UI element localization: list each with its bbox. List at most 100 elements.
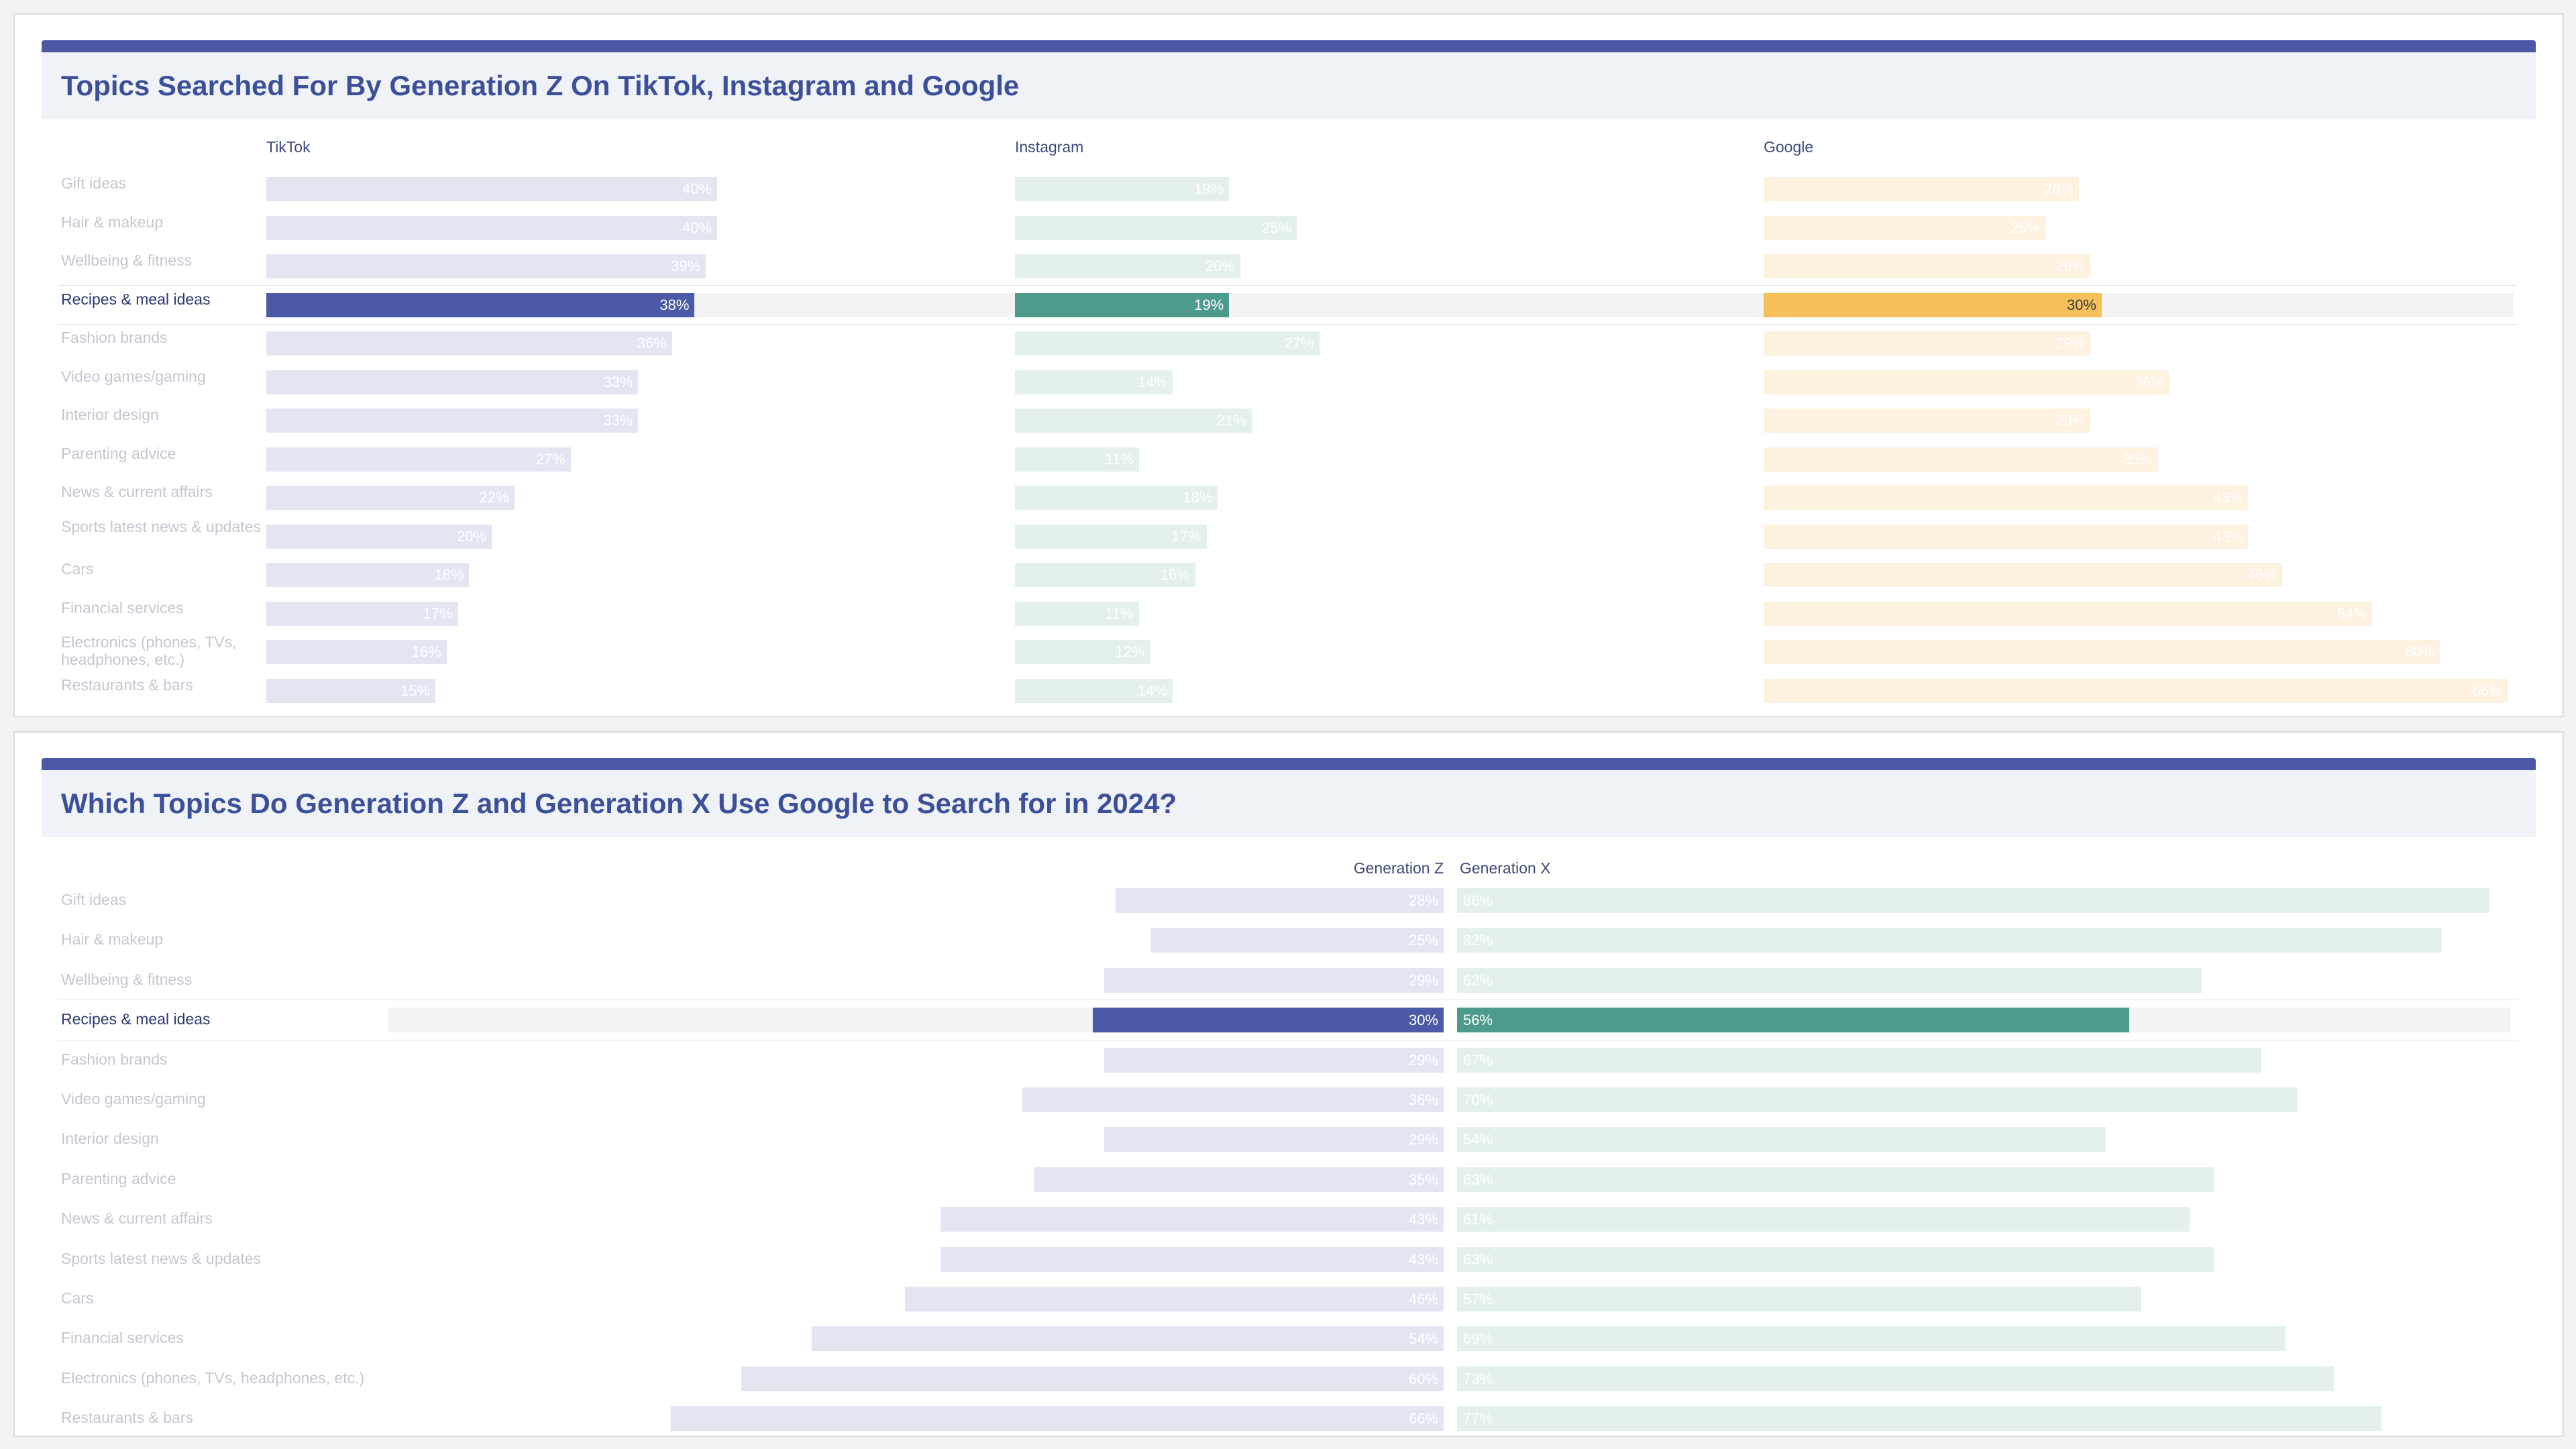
value-label: 61% bbox=[1463, 1211, 1493, 1228]
bar-instagram bbox=[1015, 601, 1139, 626]
value-label: 56% bbox=[1463, 1012, 1493, 1029]
category-label: Cars bbox=[61, 1289, 94, 1307]
value-label: 43% bbox=[1408, 1250, 1438, 1268]
bar-google bbox=[1764, 486, 2249, 510]
bar-generation-z bbox=[741, 1366, 1444, 1391]
category-label: Electronics (phones, TVs, headphones, et… bbox=[61, 633, 237, 668]
bar-generation-z bbox=[940, 1207, 1444, 1232]
value-label: 70% bbox=[1463, 1091, 1493, 1108]
chart-card-platforms: Topics Searched For By Generation Z On T… bbox=[13, 13, 2564, 717]
category-label: Sports latest news & updates bbox=[61, 517, 261, 535]
value-label: 35% bbox=[2123, 450, 2153, 468]
value-label: 36% bbox=[2134, 373, 2164, 390]
category-label: Wellbeing & fitness bbox=[61, 252, 193, 269]
category-label: Fashion brands bbox=[61, 329, 168, 346]
bar-generation-x bbox=[1457, 1127, 2106, 1152]
category-label: Parenting advice bbox=[61, 1169, 176, 1187]
value-label: 11% bbox=[1105, 450, 1134, 468]
value-label: 63% bbox=[1463, 1171, 1493, 1188]
category-label: Restaurants & bars bbox=[61, 1409, 193, 1427]
bar-generation-z bbox=[1034, 1167, 1444, 1192]
bar-generation-z bbox=[1022, 1087, 1444, 1112]
bar-instagram bbox=[1015, 524, 1207, 549]
bar-generation-x bbox=[1457, 1246, 2214, 1272]
category-label: Interior design bbox=[61, 406, 159, 423]
value-label: 16% bbox=[1160, 566, 1190, 583]
category-label: Recipes & meal ideas bbox=[61, 1010, 211, 1028]
category-label: Electronics (phones, TVs, headphones, et… bbox=[61, 1368, 365, 1387]
value-label: 25% bbox=[1408, 932, 1438, 949]
bar-instagram bbox=[1015, 409, 1252, 433]
value-label: 66% bbox=[2472, 682, 2502, 699]
bar-generation-z bbox=[1104, 967, 1444, 993]
column-header-tiktok: TikTok bbox=[266, 138, 311, 156]
category-label: Wellbeing & fitness bbox=[61, 970, 193, 988]
category-label: Hair & makeup bbox=[61, 930, 164, 949]
chart-title: Topics Searched For By Generation Z On T… bbox=[61, 70, 1020, 101]
bar-google bbox=[1764, 370, 2169, 394]
value-label: 39% bbox=[671, 258, 701, 274]
value-label: 29% bbox=[1408, 971, 1438, 989]
bar-tiktok bbox=[266, 409, 639, 433]
bar-generation-z bbox=[905, 1287, 1444, 1311]
category-label: News & current affairs bbox=[61, 483, 213, 500]
column-header-generation-z: Generation Z bbox=[1353, 859, 1444, 877]
bar-generation-x bbox=[1457, 928, 2442, 953]
bar-instagram bbox=[1015, 254, 1240, 278]
bar-generation-z bbox=[1092, 1008, 1444, 1033]
bar-instagram bbox=[1015, 331, 1320, 356]
category-label: Financial services bbox=[61, 1329, 184, 1347]
bar-google bbox=[1764, 601, 2373, 626]
category-label: Interior design bbox=[61, 1130, 159, 1148]
category-label: Parenting advice bbox=[61, 444, 176, 462]
bar-instagram bbox=[1015, 177, 1230, 201]
value-label: 73% bbox=[1463, 1370, 1493, 1387]
bar-generation-z bbox=[1116, 888, 1444, 913]
value-label: 16% bbox=[411, 643, 441, 660]
value-label: 54% bbox=[1463, 1131, 1493, 1148]
bar-tiktok bbox=[266, 331, 672, 356]
bar-instagram bbox=[1015, 678, 1173, 703]
bar-generation-x bbox=[1457, 1087, 2298, 1112]
value-label: 18% bbox=[1183, 489, 1213, 506]
chart-card-generations: Which Topics Do Generation Z and Generat… bbox=[13, 731, 2564, 1437]
bar-instagram bbox=[1015, 563, 1195, 587]
bar-google bbox=[1764, 331, 2091, 356]
value-label: 54% bbox=[2337, 604, 2367, 622]
bar-instagram bbox=[1015, 370, 1173, 394]
value-label: 43% bbox=[2213, 527, 2243, 545]
value-label: 18% bbox=[434, 566, 464, 583]
value-label: 36% bbox=[1408, 1091, 1438, 1108]
value-label: 25% bbox=[2010, 219, 2040, 236]
bar-instagram bbox=[1015, 447, 1139, 472]
category-label: Cars bbox=[61, 560, 94, 578]
value-label: 15% bbox=[400, 682, 430, 699]
value-label: 43% bbox=[1408, 1211, 1438, 1228]
bar-generation-z bbox=[940, 1246, 1444, 1272]
value-label: 60% bbox=[1408, 1370, 1438, 1387]
category-label: Hair & makeup bbox=[61, 213, 164, 231]
bar-tiktok bbox=[266, 601, 458, 626]
bar-tiktok bbox=[266, 678, 435, 703]
value-label: 60% bbox=[2404, 643, 2434, 660]
value-label: 57% bbox=[1463, 1291, 1493, 1307]
bar-tiktok bbox=[266, 177, 717, 201]
value-label: 54% bbox=[1408, 1330, 1438, 1348]
value-label: 29% bbox=[2055, 258, 2086, 274]
chart-title: Which Topics Do Generation Z and Generat… bbox=[61, 788, 1177, 819]
value-label: 30% bbox=[2066, 296, 2096, 313]
value-label: 14% bbox=[1138, 682, 1168, 699]
bar-generation-x bbox=[1457, 1326, 2286, 1352]
value-label: 14% bbox=[1138, 373, 1168, 390]
value-label: 12% bbox=[1115, 643, 1145, 660]
category-label: News & current affairs bbox=[61, 1210, 213, 1228]
bar-google bbox=[1764, 678, 2508, 703]
bar-generation-x bbox=[1457, 1008, 2130, 1033]
value-label: 29% bbox=[1408, 1051, 1438, 1069]
value-label: 77% bbox=[1463, 1410, 1493, 1428]
bar-generation-x bbox=[1457, 1287, 2142, 1311]
row-separator bbox=[58, 323, 2517, 325]
value-label: 86% bbox=[1463, 892, 1493, 909]
bar-instagram bbox=[1015, 292, 1230, 317]
value-label: 38% bbox=[659, 296, 690, 313]
